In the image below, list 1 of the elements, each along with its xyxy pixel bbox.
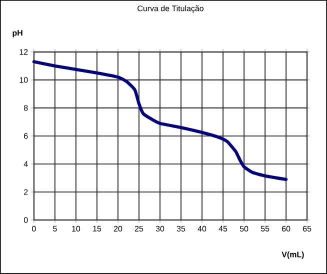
- line-series: [32, 60, 288, 182]
